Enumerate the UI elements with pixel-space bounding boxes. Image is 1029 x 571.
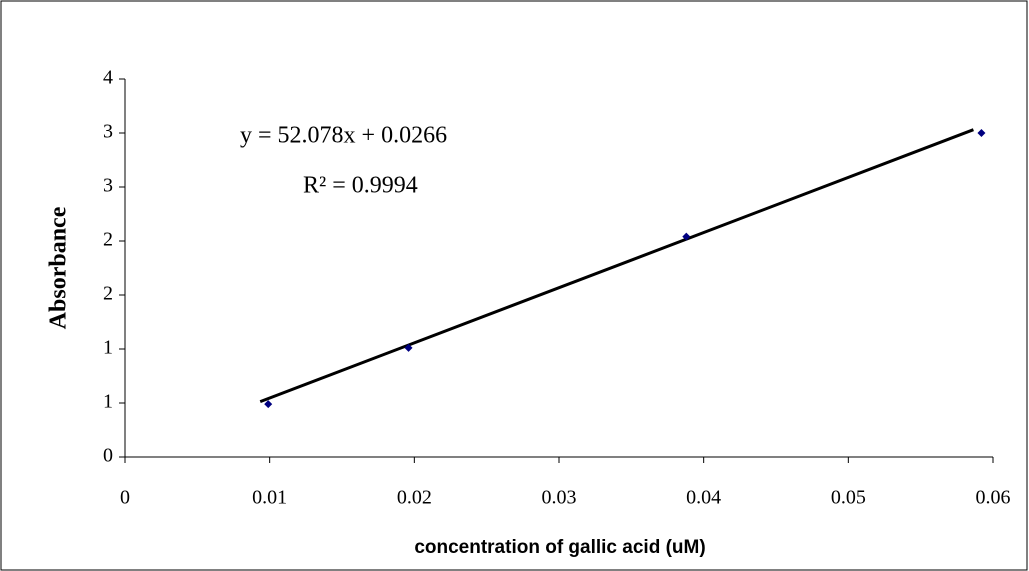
y-tick-label: 0 bbox=[103, 445, 113, 467]
x-tick-label: 0.04 bbox=[686, 487, 721, 509]
x-tick-label: 0.05 bbox=[831, 487, 866, 509]
trendline bbox=[259, 128, 974, 404]
equation: y = 52.078x + 0.0266 bbox=[240, 123, 447, 149]
point bbox=[682, 232, 691, 241]
y-tick-label: 2 bbox=[103, 283, 113, 305]
point bbox=[264, 400, 273, 409]
x-tick-label: 0.02 bbox=[397, 487, 432, 509]
point bbox=[404, 343, 413, 352]
x-tick-label: 0.06 bbox=[976, 487, 1011, 509]
x-tick-label: 0 bbox=[120, 487, 130, 509]
y-tick-label: 3 bbox=[103, 121, 113, 143]
x-axis-title: concentration of gallic acid (uM) bbox=[414, 537, 705, 558]
y-tick-label: 2 bbox=[103, 229, 113, 251]
r-squared: R² = 0.9994 bbox=[303, 173, 418, 199]
y-tick-label: 3 bbox=[103, 175, 113, 197]
x-tick-label: 0.03 bbox=[542, 487, 577, 509]
y-tick-label: 1 bbox=[103, 391, 113, 413]
x-tick-label: 0.01 bbox=[252, 487, 287, 509]
point bbox=[977, 129, 986, 137]
y-tick-label: 4 bbox=[103, 67, 113, 89]
y-axis-title: Absorbance bbox=[46, 206, 72, 329]
y-tick-label: 1 bbox=[103, 337, 113, 359]
